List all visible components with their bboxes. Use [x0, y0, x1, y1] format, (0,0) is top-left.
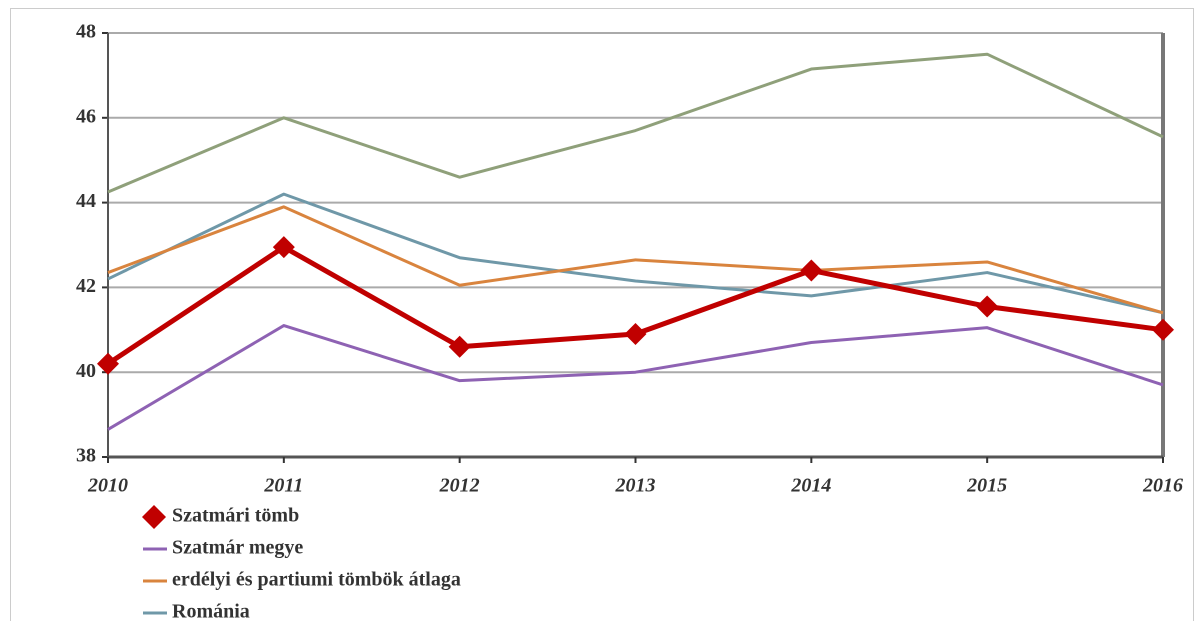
x-tick-label: 2010 [87, 475, 128, 497]
series-line [107, 205, 1164, 315]
x-tick-label: 2011 [263, 475, 303, 497]
y-tick-label: 42 [76, 275, 96, 297]
data-point [976, 295, 999, 318]
legend-marker [142, 505, 166, 529]
data-point [624, 323, 647, 346]
series-line [107, 52, 1164, 194]
x-tick-label: 2013 [615, 475, 656, 497]
x-tick-label: 2014 [790, 475, 831, 497]
data-point [272, 236, 295, 259]
x-tick-label: 2015 [966, 475, 1007, 497]
legend-label: Románia [172, 601, 250, 621]
x-tick-label: 2012 [439, 475, 480, 497]
y-tick-label: 38 [76, 445, 96, 467]
y-tick-label: 44 [76, 190, 96, 212]
data-point [448, 335, 471, 358]
data-point [1152, 318, 1174, 341]
data-point [97, 352, 119, 375]
x-tick-label: 2016 [1142, 475, 1183, 497]
y-tick-label: 40 [76, 360, 96, 382]
y-tick-label: 48 [76, 21, 96, 43]
legend-label: Szatmár megye [172, 537, 303, 559]
page-frame [10, 8, 1194, 621]
data-point [800, 259, 823, 282]
y-tick-label: 46 [76, 105, 96, 127]
legend-label: Szatmári tömb [172, 505, 299, 527]
series-line [107, 324, 1164, 431]
series-line [107, 192, 1164, 315]
legend-label: erdélyi és partiumi tömbök átlaga [172, 569, 461, 591]
series-line [106, 244, 1164, 366]
